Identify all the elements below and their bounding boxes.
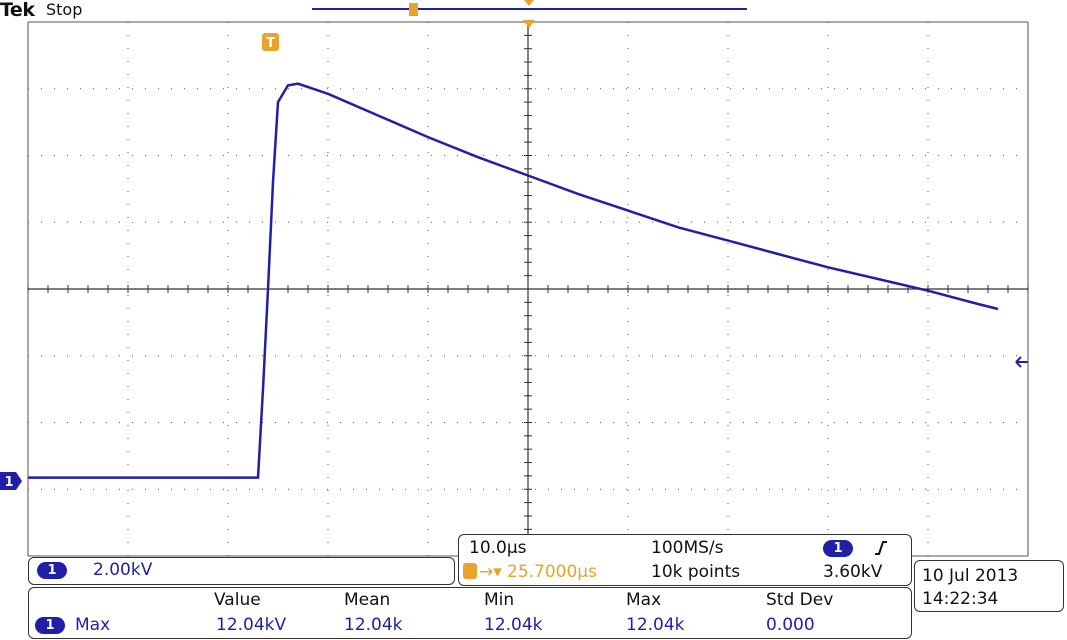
channel-1-trace xyxy=(28,82,999,479)
trigger-offset-arrow-icon: →▾ xyxy=(479,562,502,582)
trigger-offset-icon xyxy=(463,563,477,579)
sample-rate: 100MS/s xyxy=(651,538,724,558)
acquisition-status: Stop xyxy=(46,0,83,19)
time-readout: 14:22:34 xyxy=(922,589,999,609)
trigger-position-arrow xyxy=(524,0,534,6)
rising-edge-icon xyxy=(875,541,887,555)
measurement-header: Mean xyxy=(344,590,391,610)
record-trigger-marker xyxy=(409,3,418,16)
trigger-marker-label: T xyxy=(266,36,275,51)
channel-1-marker-label: 1 xyxy=(4,475,13,490)
brand-logo: Tek xyxy=(0,0,35,21)
channel-scale-box[interactable]: 1 2.00kV xyxy=(28,557,455,585)
measurement-header: Max xyxy=(626,590,662,610)
trigger-level-arrow-icon xyxy=(1015,356,1028,368)
measurement-std-dev: 0.000 xyxy=(766,615,815,635)
graticule-grid xyxy=(27,21,1029,557)
channel-scale: 2.00kV xyxy=(93,560,153,580)
measurement-header: Std Dev xyxy=(766,590,834,610)
record-length: 10k points xyxy=(651,562,741,582)
measurement-header: Value xyxy=(214,590,261,610)
trigger-position: 25.7000µs xyxy=(507,562,597,582)
measurements-panel[interactable]: Value Mean Min Max Std Dev 1 Max 12.04kV… xyxy=(28,587,912,639)
timebase-box[interactable]: 10.0µs 100MS/s 1 →▾ 25.7000µs 10k points… xyxy=(458,534,912,586)
time-per-div: 10.0µs xyxy=(469,538,527,558)
channel-1-marker-icon xyxy=(0,472,22,490)
datetime-box: 10 Jul 2013 14:22:34 xyxy=(914,560,1064,612)
measurement-header: Min xyxy=(484,590,515,610)
trigger-source-badge: 1 xyxy=(823,540,853,557)
waveform-display: T 1 xyxy=(0,0,1029,557)
measurement-value: 12.04kV xyxy=(216,615,287,635)
expansion-point-marker xyxy=(523,20,535,28)
measurement-channel-badge: 1 xyxy=(35,617,65,634)
measurement-max: 12.04k xyxy=(626,615,685,635)
measurement-min: 12.04k xyxy=(484,615,543,635)
trigger-marker-icon xyxy=(262,33,279,51)
measurement-name: Max xyxy=(75,615,111,635)
measurement-mean: 12.04k xyxy=(344,615,403,635)
date-readout: 10 Jul 2013 xyxy=(922,566,1019,586)
trigger-level: 3.60kV xyxy=(823,562,883,582)
channel-1-badge: 1 xyxy=(37,562,67,579)
